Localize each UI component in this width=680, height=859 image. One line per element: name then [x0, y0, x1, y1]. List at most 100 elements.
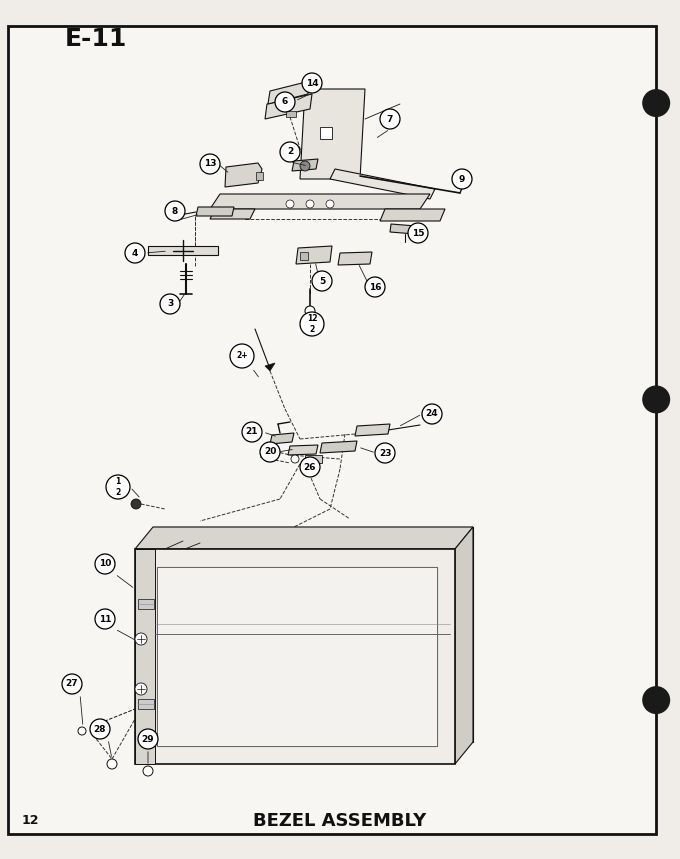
Polygon shape	[300, 89, 365, 179]
Text: 27: 27	[66, 679, 78, 689]
Circle shape	[90, 719, 110, 739]
Text: 24: 24	[426, 410, 439, 418]
Circle shape	[365, 277, 385, 297]
Text: 7: 7	[387, 114, 393, 124]
Text: 3: 3	[167, 300, 173, 308]
Circle shape	[95, 554, 115, 574]
Bar	[138, 599, 154, 609]
Circle shape	[300, 161, 310, 171]
Circle shape	[302, 73, 322, 93]
Polygon shape	[265, 363, 275, 371]
Text: 11: 11	[99, 614, 112, 624]
Text: 4: 4	[132, 248, 138, 258]
Circle shape	[62, 674, 82, 694]
Circle shape	[131, 499, 141, 509]
Polygon shape	[225, 163, 262, 187]
Text: 15: 15	[412, 228, 424, 237]
Polygon shape	[148, 246, 218, 255]
Polygon shape	[455, 527, 473, 764]
Text: 2: 2	[287, 148, 293, 156]
Circle shape	[280, 142, 300, 162]
Circle shape	[408, 223, 428, 243]
Circle shape	[300, 457, 320, 477]
Circle shape	[300, 312, 324, 336]
Polygon shape	[338, 252, 372, 265]
Text: 21: 21	[245, 428, 258, 436]
Text: 20: 20	[264, 448, 276, 456]
Circle shape	[107, 759, 117, 769]
Text: 6: 6	[282, 98, 288, 107]
Text: 26: 26	[304, 462, 316, 472]
Polygon shape	[135, 549, 455, 764]
Text: 28: 28	[94, 724, 106, 734]
Polygon shape	[355, 424, 390, 436]
Text: 14: 14	[306, 78, 318, 88]
Polygon shape	[210, 194, 430, 209]
Text: E-11: E-11	[65, 27, 127, 51]
Circle shape	[260, 442, 280, 462]
Bar	[256, 172, 263, 180]
Polygon shape	[270, 433, 294, 444]
Circle shape	[143, 766, 153, 776]
Polygon shape	[157, 567, 437, 746]
Circle shape	[135, 633, 147, 645]
Circle shape	[95, 609, 115, 629]
Circle shape	[326, 200, 334, 208]
Circle shape	[125, 243, 145, 263]
Polygon shape	[268, 81, 310, 104]
Polygon shape	[305, 455, 322, 463]
Polygon shape	[135, 527, 473, 549]
Text: BEZEL ASSEMBLY: BEZEL ASSEMBLY	[254, 812, 426, 830]
Circle shape	[375, 443, 395, 463]
Polygon shape	[330, 169, 435, 199]
Circle shape	[135, 683, 147, 695]
Circle shape	[291, 455, 299, 463]
Polygon shape	[157, 567, 437, 746]
Circle shape	[380, 109, 400, 129]
Text: 23: 23	[379, 448, 391, 458]
Circle shape	[305, 306, 315, 316]
Circle shape	[306, 200, 314, 208]
Text: 5: 5	[319, 277, 325, 285]
Polygon shape	[153, 527, 473, 742]
Circle shape	[275, 92, 295, 112]
Circle shape	[452, 169, 472, 189]
Text: 16: 16	[369, 283, 381, 291]
Circle shape	[200, 154, 220, 174]
Polygon shape	[210, 209, 255, 219]
Text: 12
2: 12 2	[307, 314, 318, 333]
Circle shape	[642, 386, 670, 413]
Circle shape	[160, 294, 180, 314]
Circle shape	[242, 422, 262, 442]
Text: 2+: 2+	[236, 351, 248, 361]
Circle shape	[642, 686, 670, 714]
Polygon shape	[286, 111, 296, 117]
Bar	[300, 252, 308, 260]
Circle shape	[165, 201, 185, 221]
Polygon shape	[196, 207, 234, 216]
Circle shape	[138, 729, 158, 749]
Circle shape	[422, 404, 442, 424]
Text: 9: 9	[459, 174, 465, 184]
Polygon shape	[288, 445, 318, 455]
Polygon shape	[292, 159, 318, 171]
Circle shape	[286, 200, 294, 208]
Text: 29: 29	[141, 734, 154, 744]
Polygon shape	[265, 94, 312, 119]
Circle shape	[312, 271, 332, 291]
Text: 12: 12	[22, 814, 39, 827]
Text: 10: 10	[99, 559, 112, 569]
Text: 8: 8	[172, 206, 178, 216]
Polygon shape	[380, 209, 445, 221]
Text: 13: 13	[204, 160, 216, 168]
Bar	[138, 699, 154, 709]
Circle shape	[230, 344, 254, 368]
Polygon shape	[390, 224, 416, 234]
Polygon shape	[320, 441, 357, 453]
Text: 1
2: 1 2	[116, 478, 120, 497]
Bar	[320, 127, 332, 139]
Circle shape	[106, 475, 130, 499]
Circle shape	[642, 89, 670, 117]
Polygon shape	[296, 246, 332, 264]
Polygon shape	[135, 549, 155, 764]
